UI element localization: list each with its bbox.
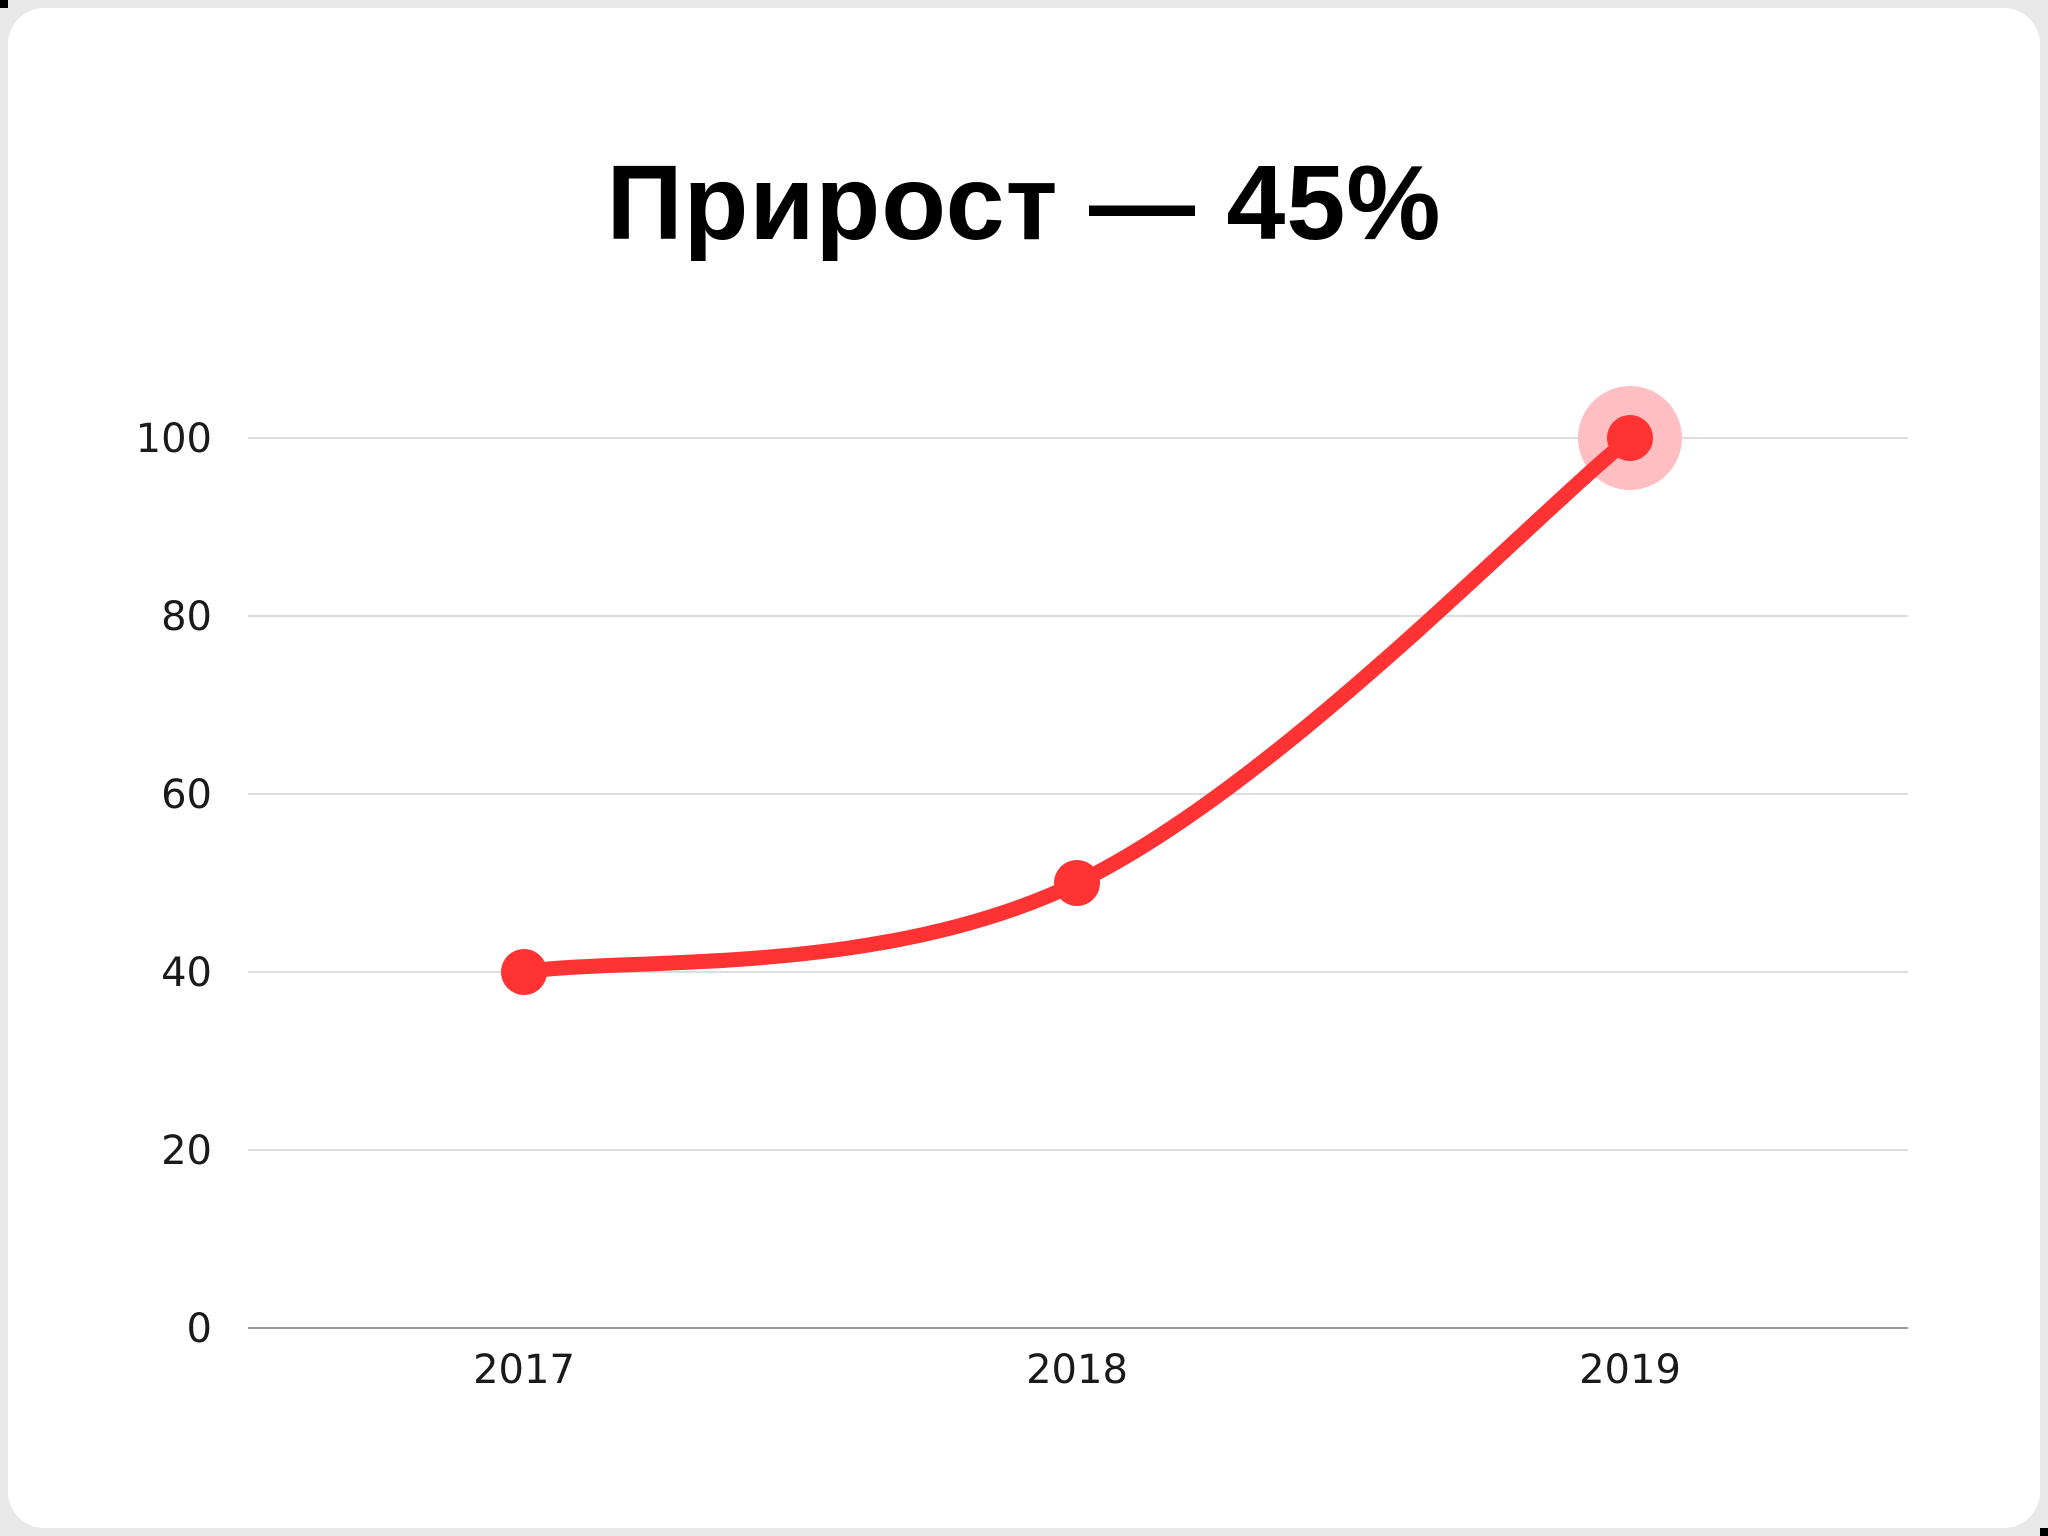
x-tick-label: 2019 [1579,1347,1681,1393]
y-tick-label: 0 [187,1306,212,1352]
corner-mark-bottom-right [2040,1528,2048,1536]
y-axis-labels: 0 20 40 60 80 100 [136,416,212,1352]
data-point-marker[interactable] [1054,860,1100,906]
chart-card [8,8,2040,1528]
chart-title: Прирост — 45% [606,144,1442,262]
y-tick-label: 80 [161,594,212,640]
corner-mark-top-left [0,0,8,8]
x-tick-label: 2018 [1026,1347,1128,1393]
y-tick-label: 60 [161,772,212,818]
data-point-marker[interactable] [501,949,547,995]
y-tick-label: 100 [136,416,212,462]
y-tick-label: 20 [161,1128,212,1174]
y-tick-label: 40 [161,950,212,996]
data-series [501,386,1682,995]
data-point-marker[interactable] [1607,415,1653,461]
x-axis-labels: 2017 2018 2019 [473,1347,1681,1393]
x-tick-label: 2017 [473,1347,575,1393]
